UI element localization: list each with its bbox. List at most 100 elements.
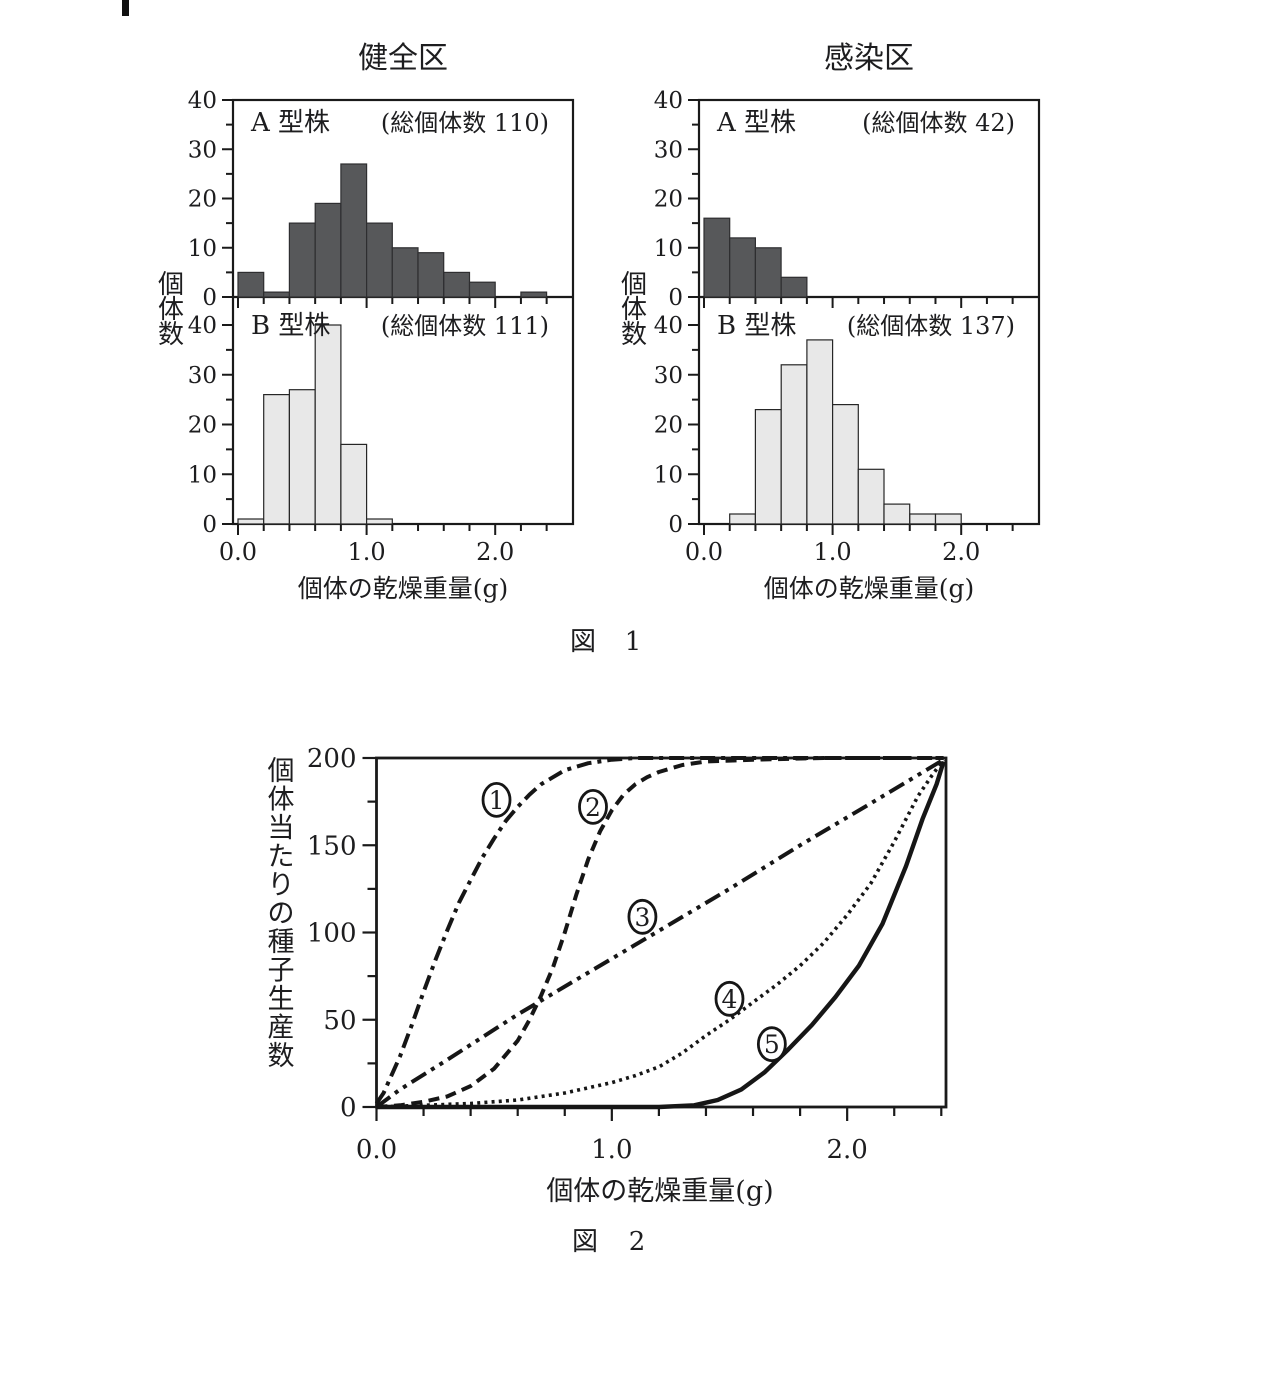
bar	[780, 276, 808, 298]
y-axis-label-char: 個	[158, 270, 184, 300]
y-tick-label: 0	[202, 512, 217, 538]
y-tick-label: 10	[654, 236, 683, 262]
y-tick-label: 10	[654, 462, 683, 488]
bar	[340, 163, 368, 298]
y-tick-label: 40	[188, 313, 217, 339]
bar	[754, 409, 782, 525]
total-count-label: (総個体数 110)	[381, 109, 549, 137]
x-tick-label: 0.0	[356, 1135, 397, 1165]
curve-label-5: 5	[756, 1026, 787, 1063]
curve-label-4: 4	[714, 980, 745, 1017]
y-tick-label: 30	[188, 137, 217, 163]
y-tick-label: 0	[340, 1093, 357, 1123]
bar	[314, 202, 342, 298]
x-tick-label: 2.0	[826, 1135, 867, 1165]
curve-3	[375, 757, 945, 1109]
figure2-seed-curves: 0 50 100 150 200 0.0 1.0 2.0 1 2 3 45 個体当たりの種子生産数個体の…	[268, 744, 948, 1257]
bar	[288, 389, 316, 525]
figure2-plot: 0 50 100 150 200 0.0 1.0 2.0 1 2 3 45 個体当たりの種子生産数個体の…	[268, 744, 948, 1207]
y-axis-label-char: 数	[621, 320, 647, 350]
bar	[729, 513, 757, 525]
curve-label-circle	[714, 980, 745, 1017]
bar	[443, 271, 471, 298]
caption-fig-char: 図	[572, 1227, 598, 1257]
y-tick-label: 0	[668, 285, 683, 311]
group-title: 感染区	[824, 41, 914, 76]
scan-artifact-mark	[122, 0, 129, 16]
x-tick-label: 2.0	[942, 538, 980, 566]
y-tick-label: 30	[654, 137, 683, 163]
total-count-label: (総個体数 111)	[381, 312, 549, 340]
y-axis-label-char: 個	[621, 270, 647, 300]
curve-label-circle	[481, 781, 512, 818]
bar	[468, 281, 496, 298]
x-tick-label: 1.0	[591, 1135, 632, 1165]
y-tick-label: 10	[188, 236, 217, 262]
curve-label-circle	[578, 788, 608, 825]
bar	[237, 271, 265, 298]
caption-fig-char: 図	[570, 627, 596, 657]
caption-fig-number: 1	[625, 627, 642, 657]
y-tick-label: 0	[202, 285, 217, 311]
y-axis-label-char: 体	[621, 295, 647, 325]
y-tick-label: 0	[668, 512, 683, 538]
x-tick-label: 2.0	[476, 538, 514, 566]
y-axis-label-char: 数	[268, 1041, 295, 1072]
curve-1	[374, 756, 944, 1105]
curve-label-circle	[756, 1026, 787, 1063]
y-axis-label-char: た	[268, 842, 295, 873]
curve-label-number: 2	[585, 793, 601, 822]
bar	[806, 339, 834, 525]
y-tick-label: 30	[654, 363, 683, 389]
y-axis-label-char: 産	[268, 1013, 295, 1044]
bar	[391, 247, 419, 298]
y-tick-label: 200	[307, 744, 357, 774]
bar	[366, 222, 393, 298]
x-tick-label: 0.0	[219, 538, 257, 566]
y-axis-label-char: 体	[268, 785, 295, 816]
y-tick-label: 20	[188, 413, 217, 439]
bar	[237, 518, 265, 525]
bar	[263, 291, 291, 298]
bar	[703, 217, 731, 298]
x-tick-label: 1.0	[814, 538, 852, 566]
y-axis-label-char: 個	[268, 756, 295, 787]
group-title: 健全区	[358, 41, 448, 76]
curve-label-1: 1	[481, 781, 512, 818]
x-axis-label: 個体の乾燥重量(g)	[298, 574, 509, 603]
y-axis-label-char: り	[268, 870, 295, 901]
bar	[288, 222, 316, 298]
curve-label-number: 3	[634, 903, 650, 932]
bar	[314, 324, 342, 525]
bar	[263, 394, 291, 525]
curve-label-number: 5	[764, 1030, 780, 1059]
y-tick-label: 40	[188, 88, 217, 114]
curve-2	[376, 756, 944, 1109]
bar	[366, 518, 393, 525]
total-count-label: (総個体数 42)	[862, 109, 1015, 137]
x-tick-label: 0.0	[685, 538, 723, 566]
y-axis-label-char: の	[268, 899, 295, 930]
curve-label-3: 3	[627, 898, 658, 935]
curve-label-2: 2	[578, 788, 608, 825]
bar	[831, 404, 859, 525]
bar	[909, 513, 937, 525]
strain-label: A 型株	[716, 108, 796, 138]
y-tick-label: 40	[654, 88, 683, 114]
panel-A	[703, 217, 808, 298]
bar	[754, 247, 782, 298]
bar	[520, 291, 548, 298]
curve-label-number: 4	[722, 985, 738, 1014]
strain-label: B 型株	[717, 311, 796, 341]
y-axis-label-char: 種	[268, 927, 295, 958]
strain-label: A 型株	[250, 108, 330, 138]
y-tick-label: 100	[307, 919, 357, 949]
histogram-column-infected: 感染区 0 0 10 10 20 20 30 30 40 40 0.0 1.0 2.0 A 型株 (総個体数 …	[621, 41, 1041, 603]
y-axis-label-char: 数	[158, 320, 184, 350]
panel-A	[237, 163, 548, 298]
bar	[729, 237, 757, 298]
